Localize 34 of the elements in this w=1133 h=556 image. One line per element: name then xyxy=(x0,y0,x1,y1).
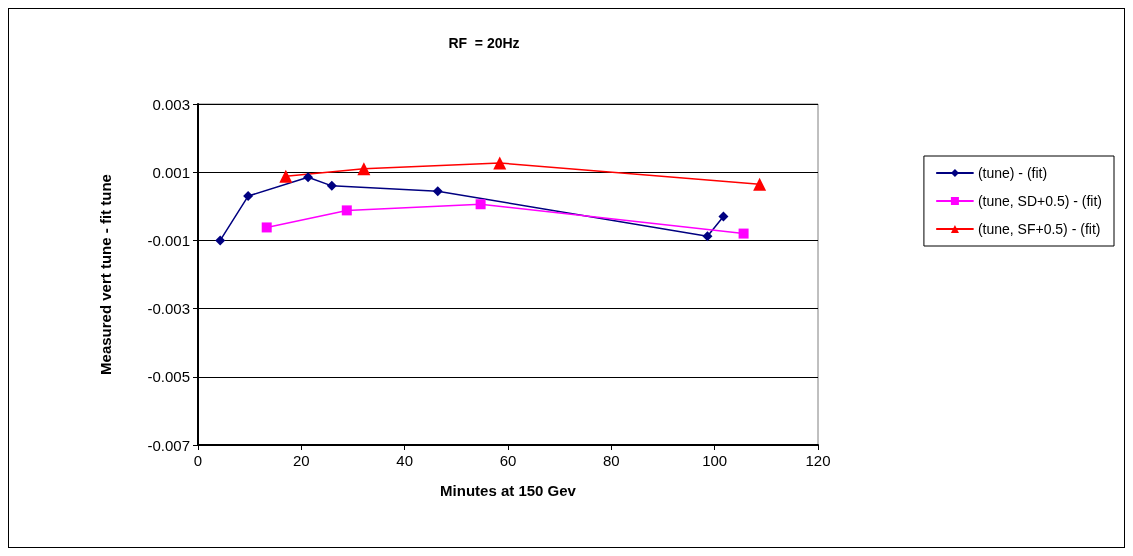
point xyxy=(432,186,443,197)
point xyxy=(493,156,507,170)
legend-label: (tune) - (fit) xyxy=(977,165,1048,181)
x-axis-title: Minutes at 150 Gev xyxy=(440,482,577,499)
x-tick-label: 20 xyxy=(292,452,310,469)
point xyxy=(738,228,749,239)
point xyxy=(475,199,486,210)
y-tick-label: -0.003 xyxy=(147,300,190,318)
point xyxy=(341,205,352,216)
point xyxy=(279,169,293,183)
point xyxy=(718,211,729,222)
point xyxy=(303,172,314,183)
point xyxy=(326,180,337,191)
chart-title: RF = 20Hz xyxy=(448,35,520,51)
y-tick-label: -0.005 xyxy=(147,368,190,386)
point xyxy=(215,235,226,246)
point xyxy=(702,231,713,242)
legend-label: (tune, SF+0.5) - (fit) xyxy=(977,221,1101,237)
x-tick-label: 60 xyxy=(499,452,517,469)
x-tick-label: 80 xyxy=(602,452,620,469)
x-tick-label: 40 xyxy=(396,452,414,469)
y-tick-label: -0.007 xyxy=(147,436,190,454)
legend-label: (tune, SD+0.5) - (fit) xyxy=(977,193,1102,209)
y-tick-label: 0.003 xyxy=(152,95,190,113)
point xyxy=(243,191,254,202)
point xyxy=(261,222,272,233)
x-tick-label: 0 xyxy=(193,452,203,469)
x-tick-label: 120 xyxy=(805,452,831,469)
point xyxy=(753,177,767,191)
point xyxy=(357,162,371,176)
x-tick-label: 100 xyxy=(702,452,728,469)
y-tick-label: 0.001 xyxy=(152,163,190,181)
y-tick-label: -0.001 xyxy=(147,231,190,249)
y-axis-title: Measured vert tune - fit tune xyxy=(97,174,114,375)
